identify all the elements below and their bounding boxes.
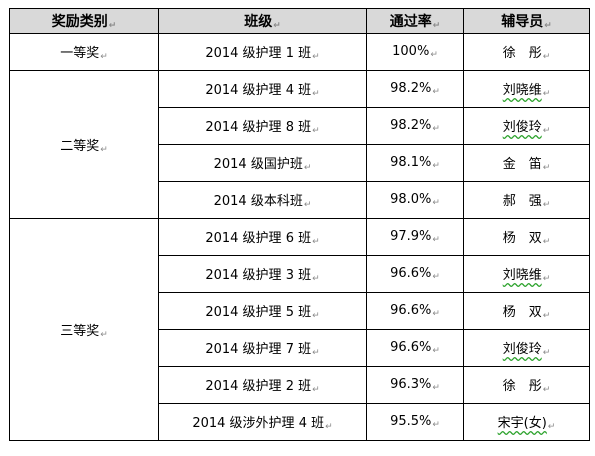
- table-row: 2014 级护理 7 班↵ 96.6%↵ 刘俊玲↵: [10, 329, 590, 367]
- counselor-cell: 徐 彤↵: [463, 366, 590, 404]
- paragraph-mark-icon: ↵: [312, 385, 320, 395]
- paragraph-mark-icon: ↵: [312, 237, 320, 247]
- paragraph-mark-icon: ↵: [544, 21, 552, 31]
- paragraph-mark-icon: ↵: [542, 89, 551, 99]
- counselor-cell: 徐 彤↵: [463, 33, 590, 71]
- class-cell: 2014 级护理 7 班↵: [158, 329, 367, 367]
- table-row: 三等奖↵ 2014 级护理 6 班↵ 97.9%↵ 杨 双↵: [9, 218, 590, 441]
- paragraph-mark-icon: ↵: [432, 383, 440, 393]
- paragraph-mark-icon: ↵: [312, 311, 320, 321]
- pass-rate-cell: 97.9%↵: [366, 218, 464, 256]
- paragraph-mark-icon: ↵: [542, 348, 551, 358]
- counselor-cell: 刘俊玲↵: [463, 107, 590, 145]
- paragraph-mark-icon: ↵: [432, 309, 440, 319]
- paragraph-mark-icon: ↵: [273, 21, 281, 31]
- class-cell: 2014 级护理 6 班↵: [158, 218, 367, 256]
- class-cell: 2014 级护理 4 班↵: [158, 70, 367, 108]
- award-category-cell: 三等奖↵: [9, 218, 159, 441]
- award-table: 奖励类别↵ 班级↵ 通过率↵ 辅导员↵ 一等奖↵ 2014 级护理 1 班↵ 100…: [9, 8, 590, 441]
- pass-rate-cell: 98.1%↵: [366, 144, 464, 182]
- paragraph-mark-icon: ↵: [432, 420, 440, 430]
- counselor-cell: 杨 双↵: [463, 218, 590, 256]
- class-cell: 2014 级护理 2 班↵: [158, 366, 367, 404]
- paragraph-mark-icon: ↵: [303, 163, 312, 173]
- award-category-cell: 一等奖↵: [9, 33, 159, 71]
- paragraph-mark-icon: ↵: [303, 200, 312, 210]
- pass-rate-cell: 96.6%↵: [366, 292, 464, 330]
- table-row: 一等奖↵ 2014 级护理 1 班↵ 100%↵ 徐 彤↵: [9, 33, 590, 71]
- paragraph-mark-icon: ↵: [325, 422, 333, 432]
- counselor-cell: 郝 强↵: [463, 181, 590, 219]
- pass-rate-cell: 98.2%↵: [366, 107, 464, 145]
- award-category-cell: 二等奖↵: [9, 70, 159, 219]
- paragraph-mark-icon: ↵: [542, 52, 551, 62]
- paragraph-mark-icon: ↵: [542, 126, 551, 136]
- class-cell: 2014 级涉外护理 4 班↵: [158, 403, 367, 441]
- paragraph-mark-icon: ↵: [108, 21, 117, 31]
- pass-rate-cell: 96.6%↵: [366, 255, 464, 293]
- paragraph-mark-icon: ↵: [312, 126, 320, 136]
- header-class: 班级↵: [158, 8, 367, 34]
- paragraph-mark-icon: ↵: [542, 163, 551, 173]
- class-cell: 2014 级本科班↵: [158, 181, 367, 219]
- table-row: 2014 级护理 3 班↵ 96.6%↵ 刘晓维↵: [10, 255, 590, 293]
- paragraph-mark-icon: ↵: [312, 89, 320, 99]
- class-cell: 2014 级护理 3 班↵: [158, 255, 367, 293]
- counselor-cell: 杨 双↵: [463, 292, 590, 330]
- paragraph-mark-icon: ↵: [430, 50, 438, 60]
- counselor-cell: 刘俊玲↵: [463, 329, 590, 367]
- paragraph-mark-icon: ↵: [100, 144, 108, 155]
- table-row: 2014 级护理 2 班↵ 96.3%↵ 徐 彤↵: [10, 366, 590, 404]
- class-cell: 2014 级护理 1 班↵: [158, 33, 367, 71]
- pass-rate-cell: 96.3%↵: [366, 366, 464, 404]
- paragraph-mark-icon: ↵: [547, 422, 556, 432]
- counselor-cell: 金 笛↵: [463, 144, 590, 182]
- header-category: 奖励类别↵: [9, 8, 159, 34]
- header-counselor: 辅导员↵: [463, 8, 590, 34]
- table-row: 二等奖↵ 2014 级护理 4 班↵ 98.2%↵ 刘晓维↵: [9, 70, 590, 219]
- paragraph-mark-icon: ↵: [312, 52, 320, 62]
- counselor-cell: 刘晓维↵: [463, 70, 590, 108]
- paragraph-mark-icon: ↵: [432, 87, 440, 97]
- class-cell: 2014 级国护班↵: [158, 144, 367, 182]
- paragraph-mark-icon: ↵: [432, 198, 440, 208]
- paragraph-mark-icon: ↵: [100, 52, 108, 62]
- counselor-cell: 刘晓维↵: [463, 255, 590, 293]
- paragraph-mark-icon: ↵: [432, 272, 440, 282]
- class-cell: 2014 级护理 5 班↵: [158, 292, 367, 330]
- pass-rate-cell: 96.6%↵: [366, 329, 464, 367]
- pass-rate-cell: 98.0%↵: [366, 181, 464, 219]
- pass-rate-cell: 98.2%↵: [366, 70, 464, 108]
- pass-rate-cell: 95.5%↵: [366, 403, 464, 441]
- pass-rate-cell: 100%↵: [366, 33, 464, 71]
- paragraph-mark-icon: ↵: [542, 237, 551, 247]
- paragraph-mark-icon: ↵: [312, 348, 320, 358]
- header-row: 奖励类别↵ 班级↵ 通过率↵ 辅导员↵: [9, 8, 590, 34]
- paragraph-mark-icon: ↵: [432, 124, 440, 134]
- table-row: 2014 级涉外护理 4 班↵ 95.5%↵ 宋宇(女)↵: [10, 403, 590, 441]
- counselor-cell: 宋宇(女)↵: [463, 403, 590, 441]
- paragraph-mark-icon: ↵: [100, 329, 108, 340]
- table-row: 2014 级国护班↵ 98.1%↵ 金 笛↵: [10, 144, 590, 182]
- paragraph-mark-icon: ↵: [542, 274, 551, 284]
- paragraph-mark-icon: ↵: [542, 311, 551, 321]
- class-cell: 2014 级护理 8 班↵: [158, 107, 367, 145]
- paragraph-mark-icon: ↵: [542, 385, 551, 395]
- paragraph-mark-icon: ↵: [542, 200, 551, 210]
- paragraph-mark-icon: ↵: [432, 21, 441, 31]
- paragraph-mark-icon: ↵: [312, 274, 320, 284]
- header-rate: 通过率↵: [366, 8, 464, 34]
- paragraph-mark-icon: ↵: [432, 161, 440, 171]
- paragraph-mark-icon: ↵: [432, 346, 440, 356]
- paragraph-mark-icon: ↵: [432, 235, 440, 245]
